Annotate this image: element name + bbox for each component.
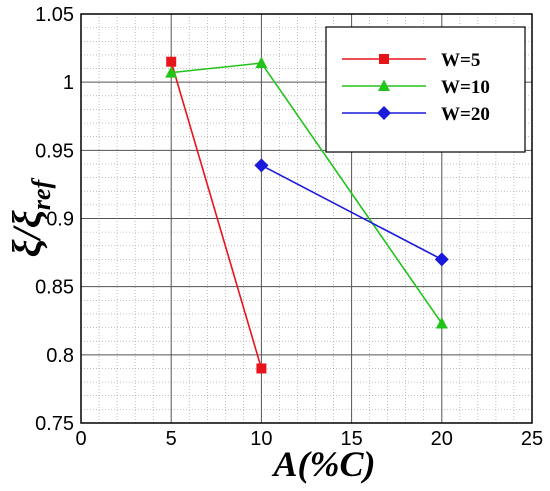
y-axis-title-main: ξ/ξ xyxy=(4,210,49,257)
legend-label: W=5 xyxy=(441,50,480,71)
legend-item: W=10 xyxy=(342,77,490,98)
x-axis-title: A(%C) xyxy=(272,444,376,484)
y-tick-label: 1 xyxy=(63,72,74,94)
y-axis-title: ξ/ξref xyxy=(4,177,56,257)
series-line xyxy=(261,164,443,261)
x-tick-label: 0 xyxy=(75,428,86,450)
legend-marker xyxy=(379,54,389,64)
x-tick-label: 25 xyxy=(521,428,543,450)
legend-label: W=20 xyxy=(441,104,490,125)
series-line xyxy=(170,61,263,369)
x-tick-label: 10 xyxy=(250,428,272,450)
legend-marker xyxy=(377,106,391,120)
y-tick-label: 0.85 xyxy=(35,277,74,299)
legend-marker xyxy=(378,79,390,91)
series-1 xyxy=(166,56,267,374)
y-tick-label: 1.05 xyxy=(35,4,74,26)
y-tick-label: 0.95 xyxy=(35,140,74,162)
data-point xyxy=(254,158,269,173)
y-tick-label: 0.75 xyxy=(35,413,74,435)
x-tick-label: 15 xyxy=(340,428,362,450)
series-3 xyxy=(254,158,449,267)
x-tick-label: 20 xyxy=(431,428,453,450)
data-point xyxy=(166,56,177,67)
y-axis-title-subscript: ref xyxy=(27,177,56,210)
data-point xyxy=(256,363,267,374)
data-point xyxy=(434,252,449,267)
legend: W=5 W=10 W=20 xyxy=(325,26,526,153)
legend-item: W=5 xyxy=(342,50,480,71)
tick-labels: 0 5 10 15 20 25 0.75 0.8 0.85 0.9 0.95 1 1.05 xyxy=(35,4,543,450)
plot-frame xyxy=(80,13,533,424)
data-point xyxy=(435,316,448,329)
legend-box xyxy=(325,26,526,153)
data-point xyxy=(165,66,178,78)
x-tick-label: 5 xyxy=(166,428,177,450)
legend-item: W=20 xyxy=(342,104,490,125)
y-tick-label: 0.9 xyxy=(46,209,74,231)
data-point xyxy=(255,56,268,69)
y-tick-label: 0.8 xyxy=(46,345,74,367)
series-group xyxy=(165,56,449,374)
legend-label: W=10 xyxy=(441,77,490,98)
series-2 xyxy=(165,56,448,329)
svg-text:ξ/ξref: ξ/ξref xyxy=(4,177,56,257)
